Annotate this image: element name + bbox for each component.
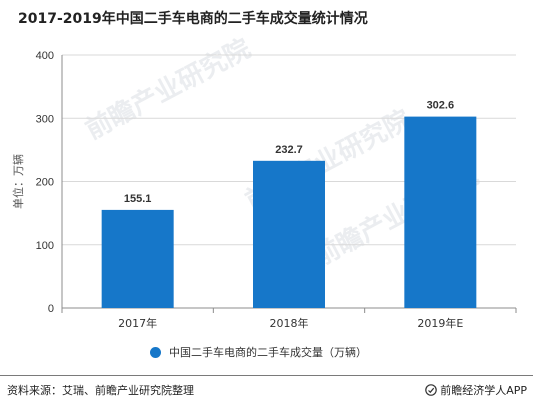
x-tick-label: 2019年E (417, 316, 463, 330)
legend-swatch (150, 346, 161, 358)
legend-label: 中国二手车电商的二手车成交量（万辆） (169, 346, 367, 359)
bar (253, 160, 325, 308)
y-axis-label: 单位：万辆 (11, 154, 25, 209)
bar-chart: 0 100 200 300 400 单位：万辆 155.1 2017年 232.7 2018年 30… (11, 50, 517, 330)
y-tick-label: 300 (36, 113, 54, 125)
labels: 0 100 200 300 400 单位：万辆 155.1 2017年 232.7 2018年 30… (11, 50, 463, 330)
footer: 资料来源：艾瑞、前瞻产业研究院整理 前瞻经济学人APP (0, 375, 533, 407)
y-tick-label: 0 (48, 303, 54, 315)
x-tick-label: 2018年 (270, 316, 309, 330)
brand-text: 前瞻经济学人APP (440, 384, 527, 397)
bars (101, 116, 477, 308)
data-label: 302.6 (427, 100, 455, 112)
brand-credit: 前瞻经济学人APP (425, 382, 527, 398)
y-tick-label: 100 (36, 240, 54, 252)
brand-logo-icon (425, 384, 438, 396)
y-tick-label: 200 (36, 177, 54, 189)
data-label: 155.1 (124, 193, 152, 205)
x-tick-label: 2017年 (118, 316, 157, 330)
data-label: 232.7 (275, 144, 303, 156)
y-tick-label: 400 (36, 50, 54, 62)
chart-title: 2017-2019年中国二手车电商的二手车成交量统计情况 (18, 11, 368, 27)
bar (404, 116, 477, 308)
source-note: 资料来源：艾瑞、前瞻产业研究院整理 (7, 384, 194, 397)
legend: 中国二手车电商的二手车成交量（万辆） (150, 344, 367, 360)
bar (101, 209, 174, 308)
